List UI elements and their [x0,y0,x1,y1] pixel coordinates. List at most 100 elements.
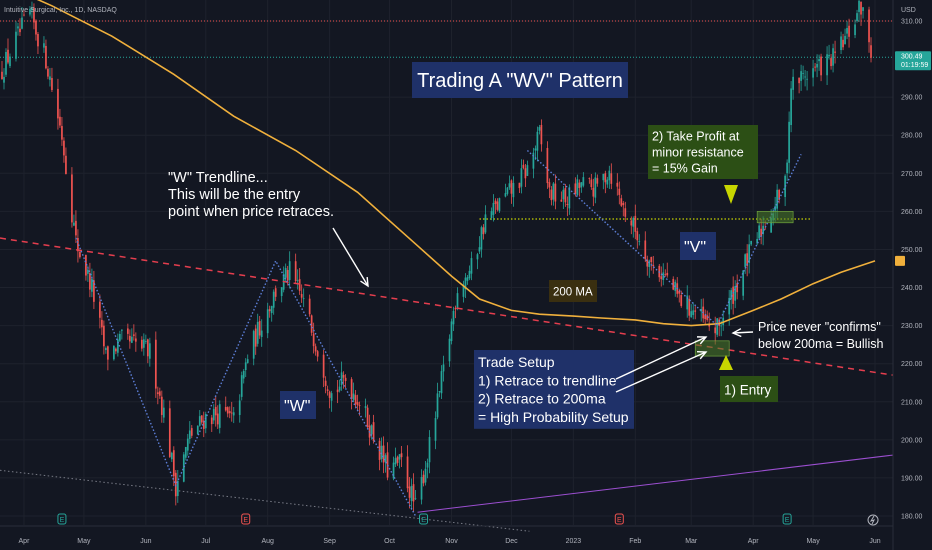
candle-body [686,295,689,310]
candle-body [690,311,693,318]
candle-body [422,474,425,484]
candle-body [130,336,133,343]
candle-body [198,416,201,426]
candle-body [666,272,669,276]
candle-body [608,170,611,181]
candle-body [714,327,717,334]
candle-body [728,297,731,315]
candle-body [590,179,593,188]
candle-body [616,182,619,187]
candle-body [330,393,333,401]
candle-body [582,177,585,186]
candle-body [230,412,233,414]
candle-body [620,198,623,206]
time-tick-label: Nov [445,538,458,545]
entry-pointer [719,355,733,370]
take-profit-zone-box [756,211,794,224]
candle-body [101,319,103,328]
trade-setup-arrow-2 [615,351,707,393]
candle-body [756,238,759,244]
candle-body [212,408,215,421]
candle-body [436,393,439,418]
candle-body [204,414,207,429]
trade-setup-note-line: 1) Retrace to trendline [478,372,617,388]
candle-body [170,452,173,460]
candle-body [450,321,453,342]
trade-setup-note-line: 2) Retrace to 200ma [478,391,606,407]
candle-body [788,121,790,163]
candle-body [496,201,499,210]
candle-body [764,228,767,230]
entry-label-line: 1) Entry [724,383,772,398]
candle-body [85,254,87,276]
candle-body [33,7,35,23]
candle-body [526,165,529,176]
candle-body [216,413,219,425]
candle-body [494,200,497,204]
candle-body [846,27,848,34]
candle-body [574,183,577,194]
trade-setup-note-line: Trade Setup [478,354,555,370]
candle-body [736,283,739,293]
candle-body [624,208,627,217]
price-tick-label: 230.00 [901,323,923,330]
candle-body [692,310,695,315]
candle-body [746,253,749,266]
candle-body [426,462,429,468]
candle-body [854,24,856,36]
price-tick-label: 240.00 [901,285,923,292]
candle-body [350,379,353,399]
candle-body [73,222,75,226]
candle-body [9,56,11,67]
candle-body [456,293,459,309]
earnings-marker-letter: E [785,517,790,524]
candle-body [536,131,539,151]
candle-body [800,71,802,81]
candle-body [466,277,469,281]
candle-body [105,348,107,351]
candle-body [354,395,357,405]
w-label-line: "W" [284,398,310,415]
earnings-marker-letter: E [60,517,65,524]
candle-body [664,274,667,276]
candle-body [380,445,383,460]
candle-body [580,182,583,188]
candle-body [868,9,870,43]
time-axis[interactable]: Apr May Jun Jul Aug Sep Oct Nov Dec 2023 Feb Mar Apr… [0,513,893,545]
candle-body [790,88,792,126]
candle-body [758,225,761,239]
candle-body [382,445,385,463]
candle-body [252,331,255,359]
candle-body [512,182,515,198]
candle-body [434,418,437,441]
candle-body [93,280,95,302]
candle-body [744,254,747,267]
time-tick-label: Sep [323,538,336,545]
price-tick-label: 290.00 [901,95,923,102]
candle-body [566,203,569,206]
candle-body [103,325,105,347]
candle-body [678,291,681,294]
candle-body [65,155,67,174]
candle-body [61,126,63,140]
price-tick-label: 260.00 [901,209,923,216]
candle-body [524,168,527,179]
candle-body [344,377,347,381]
candle-body [35,20,37,35]
candle-body [23,14,25,16]
candle-body [79,251,81,258]
candle-body [716,318,719,335]
trade-setup-arrow-1-head [696,336,708,345]
candle-body [562,189,565,200]
candle-body [606,179,609,185]
trade-setup-note-box [474,350,634,429]
candle-body [266,309,269,334]
candle-body [324,380,327,386]
price-axis[interactable]: USD 180.00 190.00 200.00 210.00 220.00 230.00 2… [892,0,931,550]
candle-body [254,328,257,347]
candle-body [830,58,832,67]
candle-body [602,173,605,181]
candle-body [770,217,772,233]
candle-body [462,285,465,297]
